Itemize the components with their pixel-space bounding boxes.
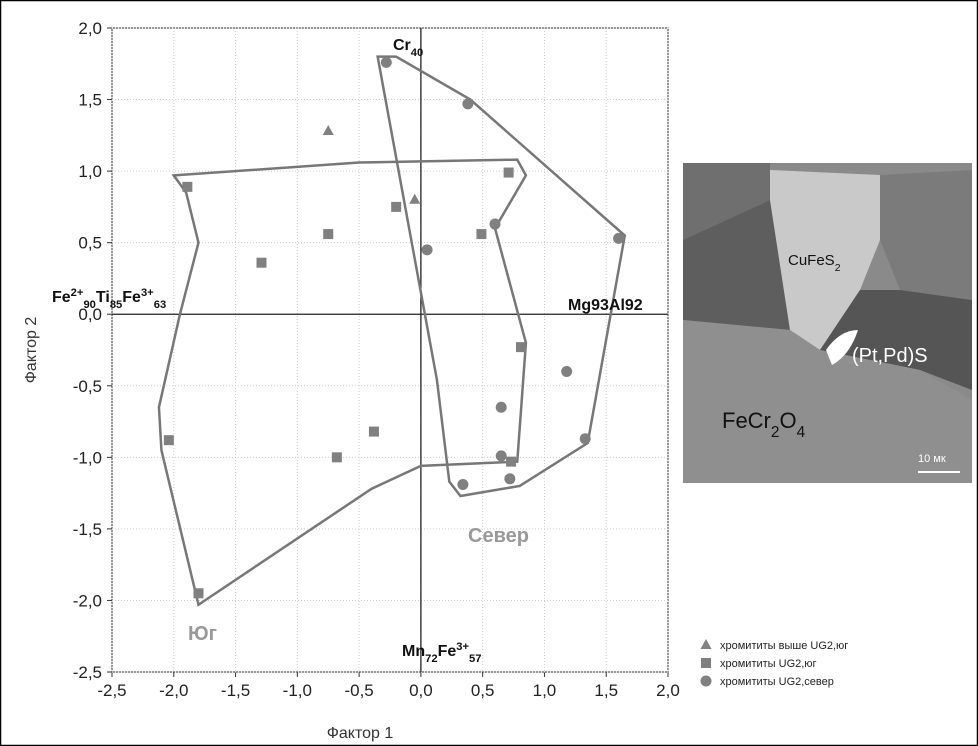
x-tick-label: 1,0 <box>533 681 557 700</box>
legend-label: хромититы выше UG2,юг <box>720 640 848 652</box>
legend-marker <box>701 676 712 687</box>
annotation-part: FeCr <box>722 408 771 433</box>
y-axis-title: Фактор 2 <box>23 317 40 384</box>
region-label: Юг <box>188 623 217 645</box>
annotation-part: 2+ <box>71 287 84 299</box>
image-label: (Pt,Pd)S <box>852 345 928 367</box>
chart: -2,5 -2,0 -1,5 -1,0 -0,5 0,0 0,5 1,0 1,5 2,0 -2,5 -… <box>0 0 978 746</box>
annotation-part: 3+ <box>456 641 469 653</box>
annotation-part: Ti <box>96 289 110 306</box>
x-tick-label: -1,5 <box>221 681 250 700</box>
annotation: Mg93Al92 <box>568 297 643 314</box>
annotation-part: Fe <box>122 289 141 306</box>
point <box>490 219 501 230</box>
y-tick-label: -1,0 <box>73 448 102 467</box>
annotation-part: 93 <box>591 297 609 314</box>
annotation-part: 72 <box>425 653 437 665</box>
point <box>516 342 526 352</box>
x-tick-label: 1,5 <box>594 681 618 700</box>
point <box>182 182 192 192</box>
legend-label: хромититы UG2,юг <box>720 658 817 670</box>
page: -2,5 -2,0 -1,5 -1,0 -0,5 0,0 0,5 1,0 1,5 2,0 -2,5 -… <box>0 0 978 746</box>
x-tick-label: 0,5 <box>471 681 495 700</box>
legend-marker <box>701 658 711 668</box>
annotation-part: 92 <box>625 297 643 314</box>
point <box>391 202 401 212</box>
annotation-part: 63 <box>154 299 166 311</box>
point <box>496 450 507 461</box>
point <box>369 427 379 437</box>
y-tick-label: -2,0 <box>73 591 102 610</box>
x-tick-label: -0,5 <box>344 681 373 700</box>
annotation-part: (Pt,Pd)S <box>852 345 928 367</box>
point <box>193 588 203 598</box>
annotation-part: CuFeS <box>788 252 835 269</box>
annotation-part: 40 <box>411 47 423 59</box>
point <box>613 233 624 244</box>
y-tick-label: 2,0 <box>78 19 102 38</box>
point <box>496 402 507 413</box>
point <box>332 452 342 462</box>
y-tick-label: 0,5 <box>78 234 102 253</box>
point <box>164 435 174 445</box>
point <box>381 57 392 68</box>
point <box>422 244 433 255</box>
point <box>457 479 468 490</box>
point <box>504 168 514 178</box>
annotation-part: 90 <box>83 299 95 311</box>
y-tick-label: 1,0 <box>78 162 102 181</box>
point <box>580 433 591 444</box>
annotation-part: Mg <box>568 297 591 314</box>
x-tick-label: 2,0 <box>656 681 680 700</box>
point <box>462 98 473 109</box>
x-tick-label: -1,0 <box>283 681 312 700</box>
x-tick-label: -2,5 <box>97 681 126 700</box>
point <box>257 258 267 268</box>
annotation-part: Cr <box>393 37 411 54</box>
image-label: 10 мк <box>918 453 946 465</box>
annotation-part: Fe <box>438 643 457 660</box>
legend-label: хромититы UG2,север <box>720 676 834 688</box>
annotation-part: 3+ <box>141 287 154 299</box>
annotation-part: 10 мк <box>918 453 946 465</box>
annotation-part: O <box>779 408 796 433</box>
point <box>561 366 572 377</box>
x-tick-label: 0,0 <box>409 681 433 700</box>
annotation-part: 57 <box>469 653 481 665</box>
x-tick-label: -2,0 <box>159 681 188 700</box>
region-label: Север <box>468 525 529 547</box>
y-tick-label: 1,5 <box>78 91 102 110</box>
annotation-part: 2 <box>771 424 780 441</box>
point <box>504 473 515 484</box>
x-axis-title: Фактор 1 <box>327 725 394 742</box>
annotation-part: 4 <box>797 424 806 441</box>
y-tick-label: -0,5 <box>73 377 102 396</box>
inset-image <box>683 163 972 483</box>
y-tick-label: -1,5 <box>73 520 102 539</box>
annotation-part: 2 <box>835 262 841 274</box>
annotation-part: Fe <box>52 289 71 306</box>
annotation-part: 85 <box>110 299 122 311</box>
point <box>476 229 486 239</box>
annotation-part: Mn <box>402 643 425 660</box>
y-tick-label: -2,5 <box>73 663 102 682</box>
annotation-part: Al <box>609 297 625 314</box>
point <box>506 457 516 467</box>
point <box>323 229 333 239</box>
